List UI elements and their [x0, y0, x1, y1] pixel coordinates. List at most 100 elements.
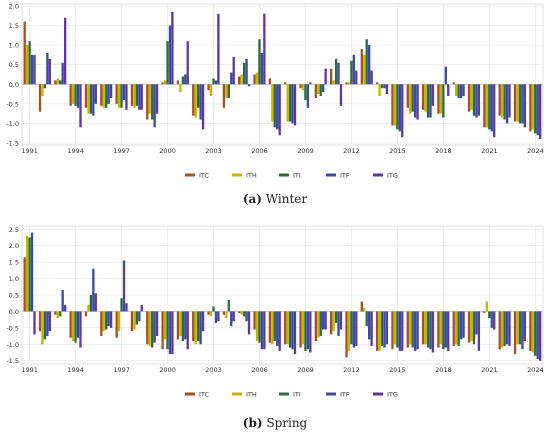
bar-ith-2009	[302, 84, 304, 90]
x-tick-label: 2009	[297, 366, 314, 374]
bar-itg-2011	[340, 84, 342, 106]
bar-ith-2008	[286, 311, 288, 344]
bar-iti-2017	[427, 84, 429, 117]
bar-itc-1991	[24, 257, 26, 311]
bar-ith-2000	[164, 311, 166, 339]
bar-ith-1991	[26, 45, 28, 84]
bar-itg-2003	[217, 14, 219, 85]
bar-itc-1995	[85, 84, 87, 108]
bar-itg-1994	[79, 311, 81, 347]
bar-ith-2008	[286, 84, 288, 121]
bar-iti-2015	[396, 311, 398, 347]
bar-itg-2009	[309, 311, 311, 352]
bar-itg-2012	[355, 311, 357, 346]
legend-swatch-itf	[326, 393, 336, 396]
legend: ITC ITH ITI ITF ITG	[185, 391, 398, 399]
bar-itg-2014	[386, 84, 388, 94]
bar-ith-2006	[256, 311, 258, 341]
bar-iti-2004	[228, 300, 230, 312]
bar-iti-1992	[44, 84, 46, 88]
bar-ith-2006	[256, 73, 258, 85]
bar-ith-1993	[57, 311, 59, 318]
bar-iti-2022	[503, 311, 505, 346]
bar-iti-1993	[59, 80, 61, 84]
bar-itg-1997	[125, 303, 127, 311]
bar-itf-2009	[307, 84, 309, 108]
bar-itc-2008	[284, 311, 286, 344]
bar-iti-2007	[274, 311, 276, 341]
bar-ith-2012	[348, 82, 350, 84]
bar-iti-2001	[182, 76, 184, 84]
bar-itf-1998	[138, 311, 140, 321]
bar-iti-2002	[197, 84, 199, 108]
bar-ith-2022	[501, 84, 503, 117]
bar-iti-1998	[136, 84, 138, 106]
winter-chart-panel: -1.5 -1.0 -0.5 0.0 0.5 1.0 1.5 2.0 1991 1994 1997 2…	[0, 0, 550, 210]
bar-iti-2007	[274, 84, 276, 127]
bar-itc-2005	[238, 76, 240, 84]
bar-itc-1994	[70, 311, 72, 337]
bar-itc-2018	[437, 311, 439, 347]
bar-ith-2011	[332, 80, 334, 84]
bar-ith-2000	[164, 80, 166, 84]
legend-swatch-itg	[373, 393, 383, 396]
bar-itg-1993	[64, 305, 66, 312]
x-tick-label: 2012	[343, 147, 360, 155]
bar-itc-2019	[453, 82, 455, 84]
spring-caption: (b) Spring	[0, 416, 550, 430]
legend-swatch-iti	[279, 174, 289, 177]
bar-iti-2006	[258, 311, 260, 342]
bar-iti-2014	[381, 311, 383, 346]
bar-itg-2017	[432, 84, 434, 106]
bar-itg-1996	[110, 311, 112, 327]
bar-itg-1996	[110, 84, 112, 98]
bar-iti-2000	[166, 41, 168, 84]
bar-itg-2006	[263, 14, 265, 85]
bar-iti-2006	[258, 39, 260, 84]
bar-itf-1997	[123, 84, 125, 100]
bar-ith-1993	[57, 78, 59, 84]
bar-iti-2004	[228, 84, 230, 98]
bar-itc-2021	[483, 84, 485, 127]
bar-ith-2002	[195, 84, 197, 117]
x-tick-label: 2000	[159, 366, 176, 374]
bar-itf-2022	[506, 84, 508, 123]
bar-iti-2024	[534, 311, 536, 355]
bar-ith-2017	[424, 311, 426, 344]
legend-swatch-itg	[373, 174, 383, 177]
x-tick-label: 2015	[389, 147, 406, 155]
bar-itg-2013	[370, 311, 372, 346]
bar-itc-2006	[253, 75, 255, 85]
x-tick-label: 1997	[113, 147, 130, 155]
bar-itc-2005	[238, 311, 240, 313]
bar-itg-2018	[447, 311, 449, 350]
bar-itc-1997	[115, 311, 117, 337]
bar-ith-1991	[26, 236, 28, 312]
bar-itg-2004	[233, 57, 235, 84]
y-tick-label: 0.0	[9, 81, 19, 89]
bar-itg-2016	[416, 311, 418, 349]
bar-itg-2015	[401, 311, 403, 350]
bar-itf-2013	[368, 311, 370, 339]
bar-ith-1995	[87, 84, 89, 113]
bar-iti-1995	[90, 295, 92, 311]
bar-iti-1996	[105, 311, 107, 329]
x-tick-label: 1991	[21, 366, 38, 374]
bar-iti-2023	[519, 311, 521, 344]
bar-itc-2022	[499, 311, 501, 349]
bar-itg-2000	[171, 311, 173, 354]
bar-iti-2018	[442, 311, 444, 349]
bar-itg-2024	[539, 84, 541, 139]
bar-itg-2024	[539, 311, 541, 360]
bar-iti-1997	[120, 298, 122, 311]
spring-caption-letter: (b)	[243, 416, 263, 430]
bar-itg-2010	[324, 69, 326, 85]
bar-itg-2011	[340, 311, 342, 329]
bar-itg-1999	[156, 84, 158, 113]
bar-ith-2022	[501, 311, 503, 347]
bar-itf-2005	[245, 311, 247, 321]
bar-itf-2005	[245, 59, 247, 84]
bar-ith-2007	[271, 84, 273, 121]
bar-ith-2001	[179, 84, 181, 92]
bar-iti-1994	[74, 311, 76, 342]
